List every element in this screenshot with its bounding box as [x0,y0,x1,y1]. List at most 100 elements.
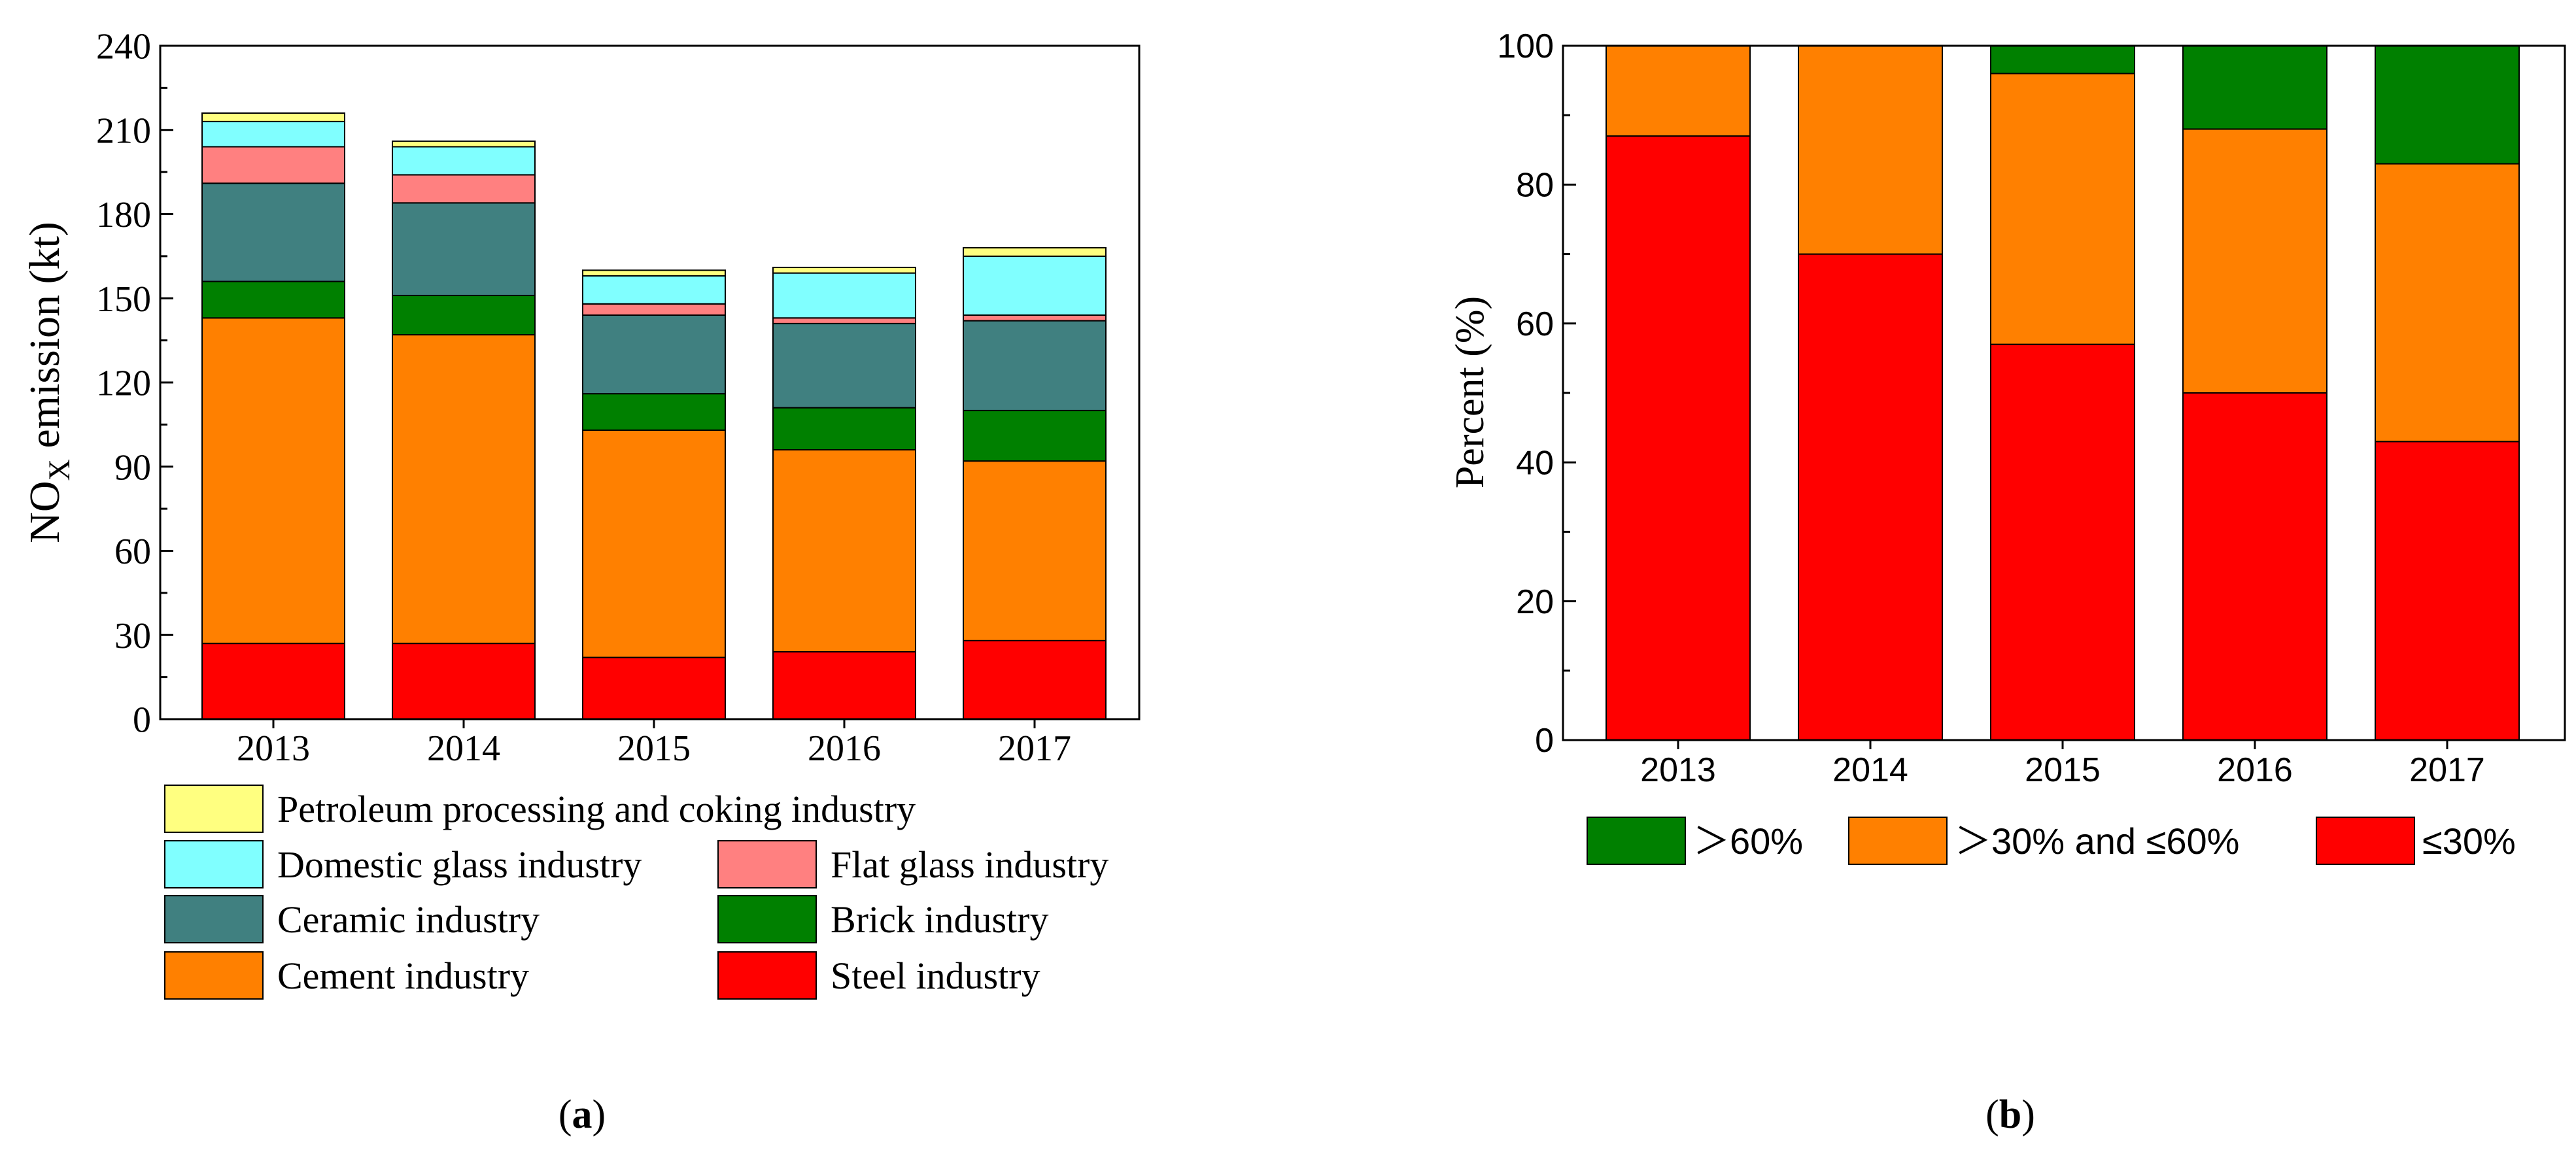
y-axis-label-rest: emission (kt) [21,222,69,459]
y-tick-label-0: 0 [133,700,151,741]
y-tick-label-150: 150 [96,279,151,320]
legend-swatch-steel-industry [717,951,817,1000]
bar-30-and-60-2015 [1990,73,2135,345]
y-tick-label-0: 0 [1535,722,1554,760]
legend-swatch-brick-industry [717,895,817,943]
bar-cement-industry-2013 [201,317,345,645]
y-axis-label-subscript: X [43,459,76,481]
bar-steel-industry-2014 [392,643,536,720]
panel-label-open: ( [558,1092,572,1137]
bar-ceramic-industry-2013 [201,182,345,282]
legend-swatch-30 [2316,817,2415,865]
y-tick-label-30: 30 [114,616,151,656]
panel-label-close: ) [592,1092,606,1137]
y-tick-label-240: 240 [96,27,151,67]
bar-petroleum-processing-and-coking-industry-2013 [201,112,345,122]
x-tick-label-2016: 2016 [2217,751,2293,789]
bar-petroleum-processing-and-coking-industry-2017 [963,247,1107,257]
bar-60-2017 [2375,45,2520,165]
panel-label: (a) [558,1092,606,1137]
legend-label-cement-industry: Cement industry [277,955,529,997]
bar-cement-industry-2015 [582,429,726,658]
bar-60-2015 [1990,45,2135,75]
y-tick-label-180: 180 [96,195,151,235]
bar-30-and-60-2016 [2182,128,2327,394]
bar-30-2014 [1798,253,1943,741]
x-tick-label-2015: 2015 [2025,751,2101,789]
y-tick-label-80: 80 [1516,167,1554,205]
legend-label-30: ≤30% [2422,820,2516,862]
y-tick-label-100: 100 [1497,27,1554,65]
bar-brick-industry-2017 [963,409,1107,462]
bar-brick-industry-2013 [201,280,345,319]
legend-label-ceramic-industry: Ceramic industry [277,898,540,941]
x-tick-label-2014: 2014 [427,728,500,769]
legend-label-30-and-60: ＞30% and ≤60% [1955,820,2239,862]
bar-domestic-glass-industry-2013 [201,120,345,148]
legend-swatch-petroleum-processing-and-coking-industry [164,785,264,833]
bar-brick-industry-2014 [392,294,536,336]
bar-petroleum-processing-and-coking-industry-2014 [392,140,536,148]
x-tick-label-2015: 2015 [617,728,691,769]
y-tick-label-20: 20 [1516,583,1554,621]
legend-swatch-60 [1587,817,1686,865]
x-tick-label-2016: 2016 [808,728,881,769]
bar-30-and-60-2017 [2375,163,2520,443]
bar-petroleum-processing-and-coking-industry-2015 [582,269,726,277]
legend-a: Petroleum processing and coking industry… [164,785,1108,1000]
bar-flat-glass-industry-2016 [772,317,916,324]
y-tick-label-210: 210 [96,110,151,151]
y-tick-label-60: 60 [1516,305,1554,343]
y-tick-label-60: 60 [114,532,151,572]
bar-ceramic-industry-2014 [392,202,536,296]
bar-ceramic-industry-2016 [772,322,916,409]
y-axis-label: Percent (%) [1448,296,1492,488]
bar-ceramic-industry-2017 [963,320,1107,411]
x-tick-label-2013: 2013 [1640,751,1716,789]
bar-flat-glass-industry-2013 [201,146,345,184]
legend-swatch-ceramic-industry [164,895,264,943]
bar-cement-industry-2016 [772,449,916,652]
y-axis-label-main: NO [21,481,69,543]
legend-label-steel-industry: Steel industry [831,955,1040,997]
legend-label-domestic-glass-industry: Domestic glass industry [277,843,642,886]
legend-label-brick-industry: Brick industry [831,898,1048,941]
bar-30-and-60-2014 [1798,45,1943,255]
panel-label-letter: a [572,1092,592,1137]
bar-brick-industry-2015 [582,393,726,431]
bar-flat-glass-industry-2015 [582,303,726,316]
bar-brick-industry-2016 [772,407,916,450]
panel-label-close: ) [2021,1092,2035,1137]
y-tick-label-40: 40 [1516,444,1554,482]
chart-panel-a: 2013 2014 2015 2016 2017 0 30 60 90 120 150 180 210 2… [21,27,1141,1137]
bar-steel-industry-2013 [201,643,345,720]
legend-b: ＞60% ＞30% and ≤60% ≤30% [1587,817,2516,865]
bar-domestic-glass-industry-2017 [963,255,1107,316]
bar-30-and-60-2013 [1606,45,1751,137]
x-tick-label-2017: 2017 [998,728,1071,769]
y-tick-label-120: 120 [96,364,151,404]
legend-swatch-domestic-glass-industry [164,840,264,888]
bar-petroleum-processing-and-coking-industry-2016 [772,267,916,274]
legend-swatch-flat-glass-industry [717,840,817,888]
legend-label-petroleum-processing-and-coking-industry: Petroleum processing and coking industry [277,788,916,830]
panel-label: (b) [1985,1092,2035,1137]
bar-30-2013 [1606,135,1751,741]
bar-ceramic-industry-2015 [582,314,726,395]
bar-steel-industry-2015 [582,656,726,720]
y-axis-label: NOX emission (kt) [21,222,76,543]
bar-30-2017 [2375,441,2520,741]
bar-cement-industry-2014 [392,334,536,645]
x-tick-label-2013: 2013 [237,728,310,769]
legend-swatch-cement-industry [164,951,264,1000]
bar-domestic-glass-industry-2014 [392,146,536,176]
legend-swatch-30-and-60 [1848,817,1948,865]
bar-30-2016 [2182,392,2327,741]
bar-flat-glass-industry-2014 [392,174,536,204]
x-tick-label-2014: 2014 [1832,751,1908,789]
bar-30-2015 [1990,343,2135,741]
bar-steel-industry-2017 [963,639,1107,720]
bar-flat-glass-industry-2017 [963,314,1107,322]
bar-steel-industry-2016 [772,651,916,720]
legend-label-flat-glass-industry: Flat glass industry [831,843,1108,886]
